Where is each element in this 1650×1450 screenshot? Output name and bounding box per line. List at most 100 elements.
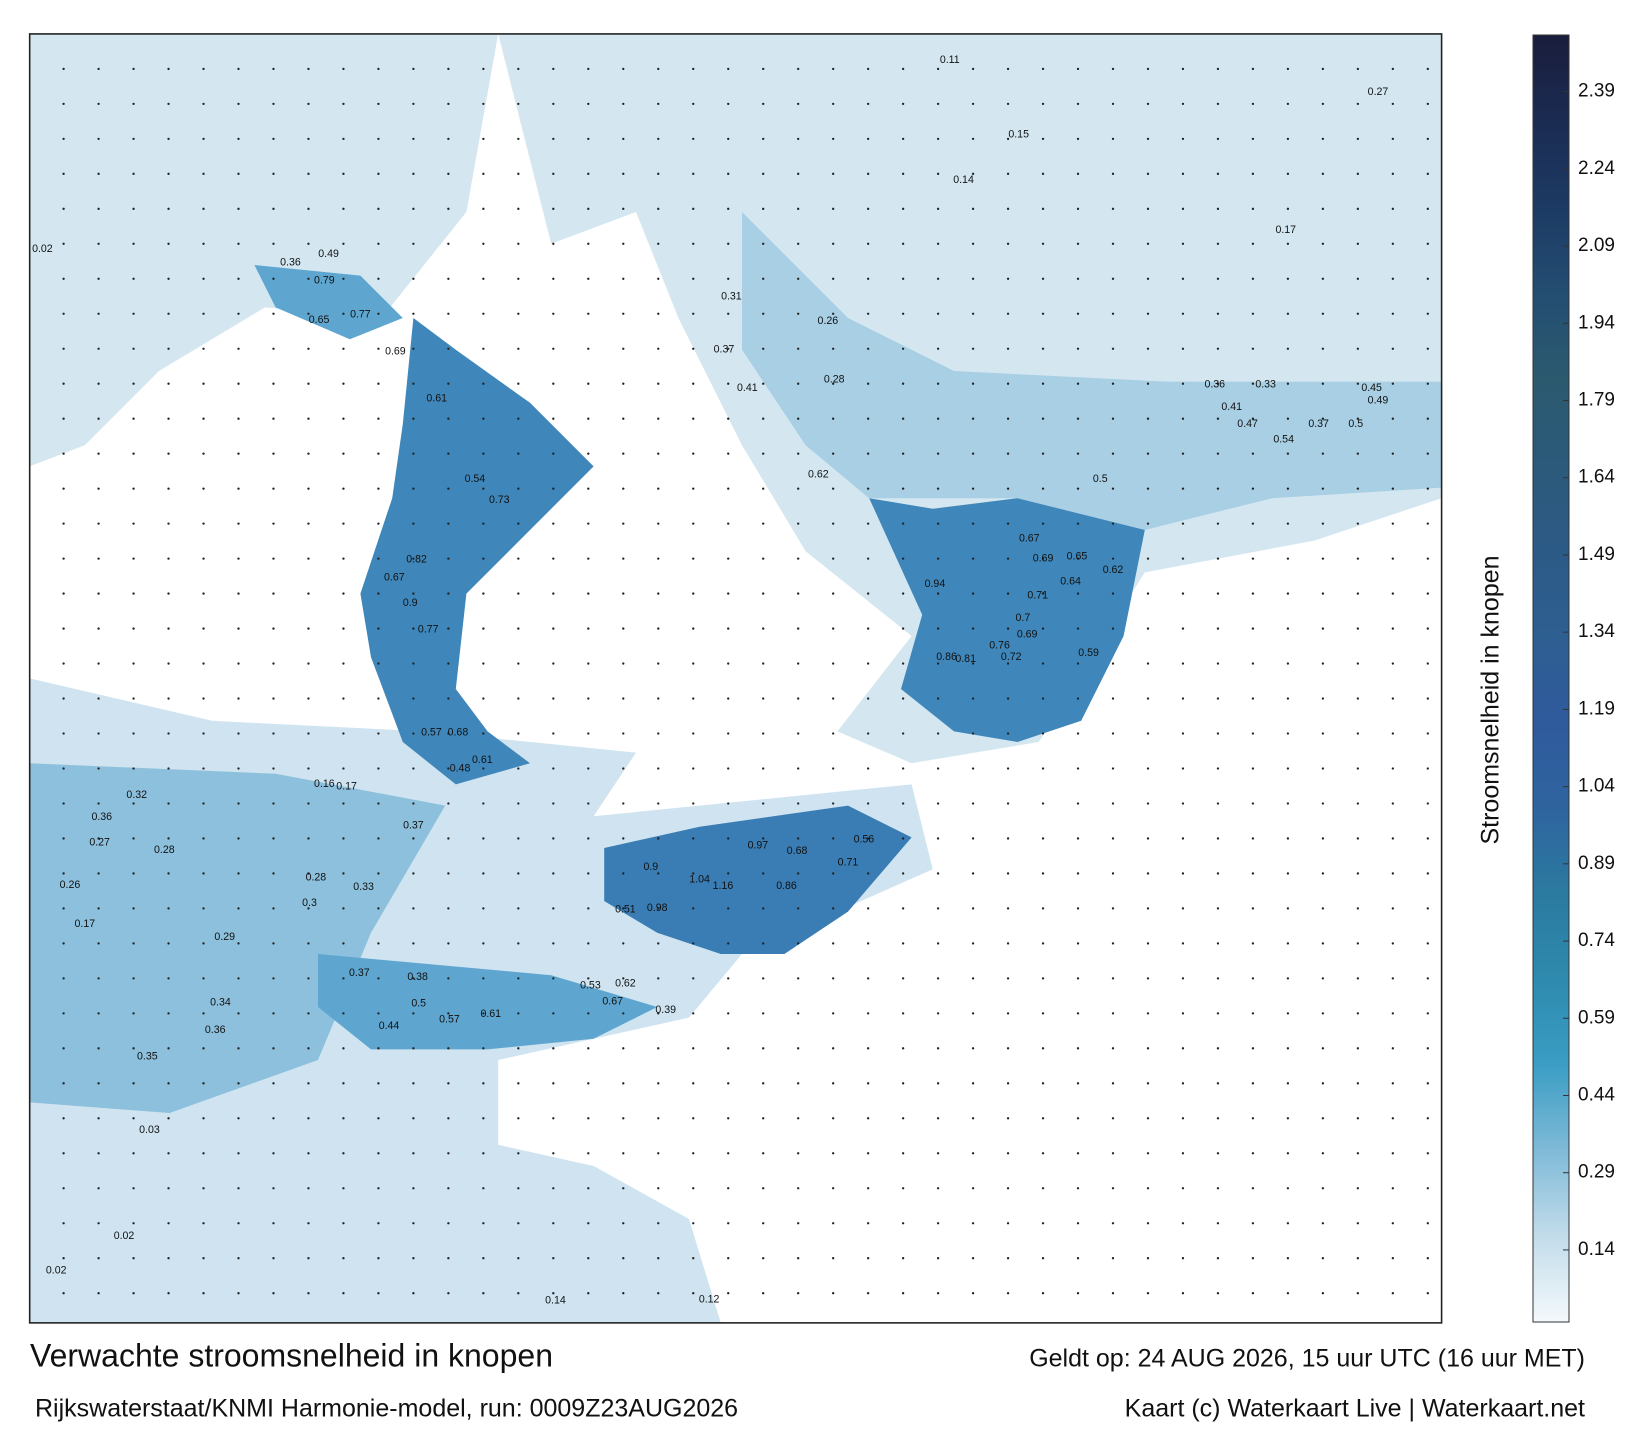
speed-label: 0.36 — [1204, 379, 1225, 391]
grid-dot — [1391, 487, 1395, 490]
grid-dot — [797, 907, 800, 910]
grid-dot — [901, 487, 905, 490]
grid-dot — [901, 1222, 905, 1225]
grid-dot — [971, 102, 975, 106]
grid-dot — [1426, 382, 1429, 385]
grid-dot — [97, 172, 100, 176]
grid-dot — [62, 1012, 65, 1015]
grid-dot — [1286, 942, 1290, 945]
grid-dot — [202, 1222, 205, 1225]
grid-dot — [971, 802, 975, 805]
grid-dot — [1006, 1047, 1010, 1050]
grid-dot — [517, 67, 520, 71]
grid-dot — [762, 382, 765, 385]
grid-dot — [412, 137, 415, 141]
grid-dot — [1006, 907, 1010, 910]
grid-dot — [167, 592, 170, 595]
grid-dot — [1076, 277, 1080, 280]
grid-dot — [622, 802, 625, 805]
grid-dot — [831, 627, 835, 630]
grid-dot — [1251, 417, 1255, 420]
grid-dot — [936, 837, 940, 840]
grid-dot — [552, 347, 555, 350]
speed-label: 0.65 — [309, 314, 330, 326]
grid-dot — [831, 67, 835, 71]
grid-dot — [901, 242, 905, 245]
grid-dot — [901, 207, 905, 210]
grid-dot — [412, 102, 415, 106]
grid-dot — [1041, 207, 1045, 210]
grid-dot — [1356, 837, 1360, 840]
grid-dot — [482, 417, 485, 420]
grid-dot — [727, 242, 730, 245]
grid-dot — [237, 522, 240, 525]
grid-dot — [97, 277, 100, 280]
speed-label: 0.82 — [406, 553, 427, 565]
grid-dot — [936, 102, 940, 106]
grid-dot — [936, 1257, 940, 1260]
grid-dot — [552, 172, 555, 176]
grid-dot — [1286, 767, 1290, 770]
grid-dot — [482, 942, 485, 945]
grid-dot — [1041, 1292, 1045, 1295]
grid-dot — [272, 102, 275, 106]
grid-dot — [517, 662, 520, 665]
speed-label: 0.61 — [480, 1008, 501, 1020]
grid-dot — [762, 312, 765, 315]
grid-dot — [447, 907, 450, 910]
grid-dot — [517, 1012, 520, 1015]
grid-dot — [447, 872, 450, 875]
grid-dot — [482, 1292, 485, 1295]
grid-dot — [1216, 1012, 1220, 1015]
grid-dot — [727, 1047, 730, 1050]
grid-dot — [62, 1187, 65, 1190]
grid-dot — [202, 627, 205, 630]
colorbar-tick-label: 2.39 — [1578, 81, 1615, 102]
grid-dot — [1111, 627, 1115, 630]
grid-dot — [482, 1012, 485, 1015]
grid-dot — [412, 522, 415, 525]
grid-dot — [447, 102, 450, 106]
grid-dot — [1251, 732, 1255, 735]
grid-dot — [1006, 767, 1010, 770]
grid-dot — [1041, 522, 1045, 525]
speed-label: 0.9 — [403, 597, 418, 609]
grid-dot — [517, 487, 520, 490]
grid-dot — [657, 557, 660, 560]
grid-dot — [412, 1222, 415, 1225]
grid-dot — [797, 417, 800, 420]
grid-dot — [1356, 1257, 1360, 1260]
grid-dot — [1181, 417, 1185, 420]
grid-dot — [797, 487, 800, 490]
grid-dot — [866, 1082, 870, 1085]
grid-dot — [62, 172, 65, 176]
grid-dot — [97, 837, 100, 840]
grid-dot — [831, 1152, 835, 1155]
grid-dot — [202, 452, 205, 455]
grid-dot — [692, 312, 695, 315]
grid-dot — [1426, 697, 1429, 700]
grid-dot — [901, 277, 905, 280]
grid-dot — [412, 452, 415, 455]
map-frame — [28, 33, 1443, 1324]
grid-dot — [1041, 172, 1045, 176]
grid-dot — [412, 347, 415, 350]
grid-dot — [1216, 767, 1220, 770]
grid-dot — [692, 697, 695, 700]
grid-dot — [272, 662, 275, 665]
grid-dot — [622, 347, 625, 350]
grid-dot — [866, 1047, 870, 1050]
grid-dot — [377, 102, 380, 106]
grid-dot — [1041, 137, 1045, 141]
grid-dot — [727, 627, 730, 630]
colorbar-tick-label: 1.04 — [1578, 776, 1615, 797]
grid-dot — [762, 1222, 765, 1225]
grid-dot — [342, 277, 345, 280]
grid-dot — [517, 1152, 520, 1155]
grid-dot — [1321, 172, 1325, 176]
grid-dot — [132, 697, 135, 700]
grid-dot — [622, 1047, 625, 1050]
grid-dot — [132, 732, 135, 735]
grid-dot — [1006, 312, 1010, 315]
grid-dot — [657, 697, 660, 700]
